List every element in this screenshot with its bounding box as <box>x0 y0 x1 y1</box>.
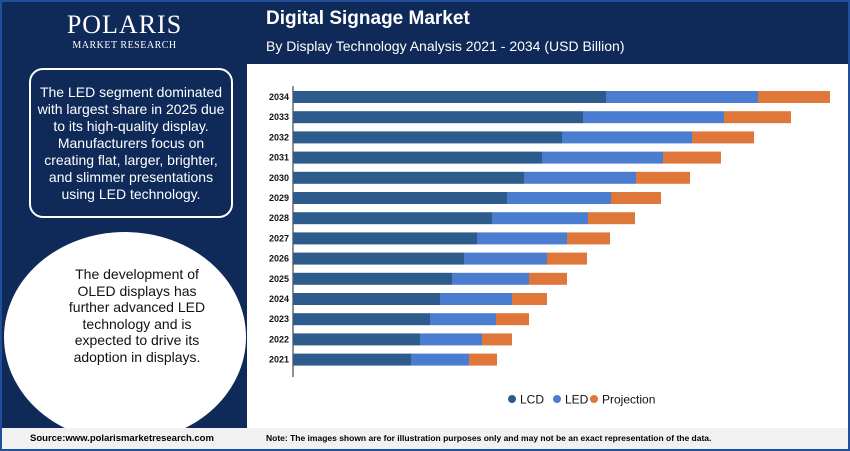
bar-segment <box>452 272 529 285</box>
y-tick-label: 2027 <box>269 233 289 243</box>
bar-segment <box>758 91 830 103</box>
y-tick-label: 2021 <box>269 355 289 365</box>
bar-segment <box>507 192 611 204</box>
legend-marker <box>553 395 561 403</box>
y-tick-label: 2024 <box>269 294 289 304</box>
bar-segment <box>293 151 542 164</box>
bar-segment <box>562 131 692 144</box>
bar-segment <box>293 353 411 366</box>
legend-label: Projection <box>602 393 655 407</box>
bar-segment <box>293 313 430 326</box>
bar-segment <box>606 91 758 103</box>
chart: 2034 2033 2032 2031 2030 2029 2028 2027 2026 2025… <box>269 86 830 407</box>
y-tick-label: 2028 <box>269 213 289 223</box>
bar-segment <box>492 212 588 225</box>
bar-segment <box>293 192 507 204</box>
bar-segment <box>430 313 496 326</box>
bar-segment <box>542 151 663 164</box>
note-text: The development of OLED displays has fur… <box>68 266 206 365</box>
y-tick-label: 2025 <box>269 274 289 284</box>
bar-segment <box>293 272 452 285</box>
bar-segment <box>692 131 754 144</box>
bar-segment <box>420 333 482 346</box>
bar-segment <box>411 353 469 366</box>
bar-segment <box>293 131 562 144</box>
bar-segment <box>588 212 635 225</box>
bar-segment <box>547 252 587 265</box>
chart-title: Digital Signage Market <box>266 8 470 29</box>
bar-segment <box>524 171 636 184</box>
bar-segment <box>611 192 661 204</box>
source: Source:www.polarismarketresearch.com <box>30 433 214 444</box>
legend-marker <box>590 395 598 403</box>
bar-segment <box>293 212 492 225</box>
bar-segment <box>464 252 547 265</box>
brand-name: POLARIS <box>66 10 183 39</box>
y-tick-label: 2029 <box>269 193 289 203</box>
bar-segment <box>482 333 512 346</box>
y-tick-label: 2033 <box>269 112 289 122</box>
bar-segment <box>293 91 606 103</box>
footer: Source:www.polarismarketresearch.com Not… <box>2 428 848 449</box>
y-tick-label: 2032 <box>269 132 289 142</box>
bar-segment <box>293 293 440 305</box>
bar-segment <box>293 333 420 346</box>
bar-segment <box>567 232 610 245</box>
bar-segment <box>469 353 497 366</box>
legend-label: LCD <box>520 393 544 407</box>
y-tick-label: 2023 <box>269 314 289 324</box>
bar-segment <box>496 313 529 326</box>
bar-segment <box>293 252 464 265</box>
bar-segment <box>529 272 567 285</box>
bar-segment <box>583 111 724 124</box>
note-text: The LED segment dominated with largest s… <box>37 83 225 202</box>
legend-label: LED <box>565 393 589 407</box>
y-tick-label: 2030 <box>269 173 289 183</box>
disclaimer: Note: The images shown are for illustrat… <box>266 433 712 443</box>
note-box: The LED segment dominated with largest s… <box>29 68 233 218</box>
bar-segment <box>293 111 583 124</box>
y-tick-label: 2034 <box>269 92 289 102</box>
y-tick-label: 2026 <box>269 254 289 264</box>
chart-subtitle: By Display Technology Analysis 2021 - 20… <box>266 38 625 54</box>
bar-segment <box>512 293 547 305</box>
bar-segment <box>477 232 567 245</box>
bar-segment <box>636 171 690 184</box>
bar-segment <box>724 111 791 124</box>
bar-segment <box>293 232 477 245</box>
bar-segment <box>663 151 721 164</box>
bar-segment <box>440 293 512 305</box>
y-tick-label: 2022 <box>269 334 289 344</box>
brand-tagline: MARKET RESEARCH <box>72 40 177 51</box>
y-tick-label: 2031 <box>269 153 289 163</box>
bar-segment <box>293 171 524 184</box>
note-circle <box>4 232 246 442</box>
legend-marker <box>508 395 516 403</box>
